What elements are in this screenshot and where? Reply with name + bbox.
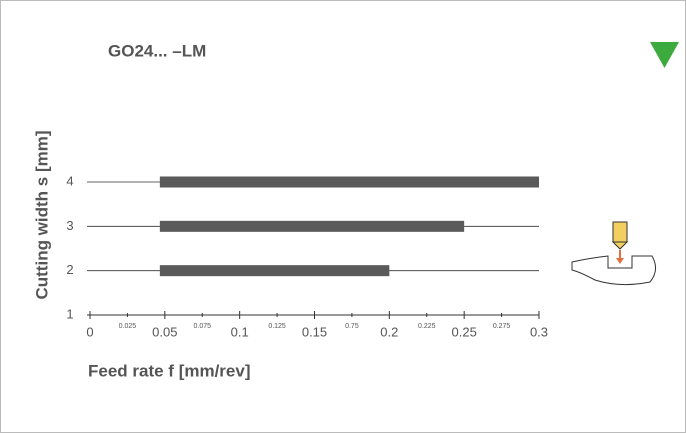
y-tick-label: 1: [66, 306, 73, 321]
x-tick-label: 0: [86, 324, 93, 339]
x-axis-label: Feed rate f [mm/rev]: [88, 361, 251, 380]
y-tick-label: 2: [66, 262, 73, 277]
minor-x-tick-label: 0.125: [268, 323, 286, 330]
x-tick-label: 0.15: [302, 324, 327, 339]
range-bar: [159, 220, 465, 232]
minor-x-tick-label: 0.275: [493, 323, 511, 330]
x-tick-label: 0.25: [452, 324, 477, 339]
range-bar: [159, 176, 540, 188]
range-bar: [159, 265, 390, 277]
y-tick-label: 4: [66, 173, 73, 188]
status-triangle: [650, 42, 679, 68]
chart-title: GO24... –LM: [108, 41, 206, 60]
x-tick-label: 0.05: [152, 324, 177, 339]
minor-x-tick-label: 0.075: [193, 323, 211, 330]
y-axis-label: Cutting width s [mm]: [32, 130, 51, 299]
x-tick-label: 0.2: [380, 324, 398, 339]
minor-x-tick-label: 0.025: [119, 323, 137, 330]
y-tick-label: 3: [66, 218, 73, 233]
tool-icon: [571, 221, 656, 286]
minor-x-tick-label: 0.75: [345, 323, 359, 330]
x-tick-label: 0.1: [231, 324, 249, 339]
minor-x-tick-label: 0.225: [418, 323, 436, 330]
x-tick-label: 0.3: [530, 324, 548, 339]
